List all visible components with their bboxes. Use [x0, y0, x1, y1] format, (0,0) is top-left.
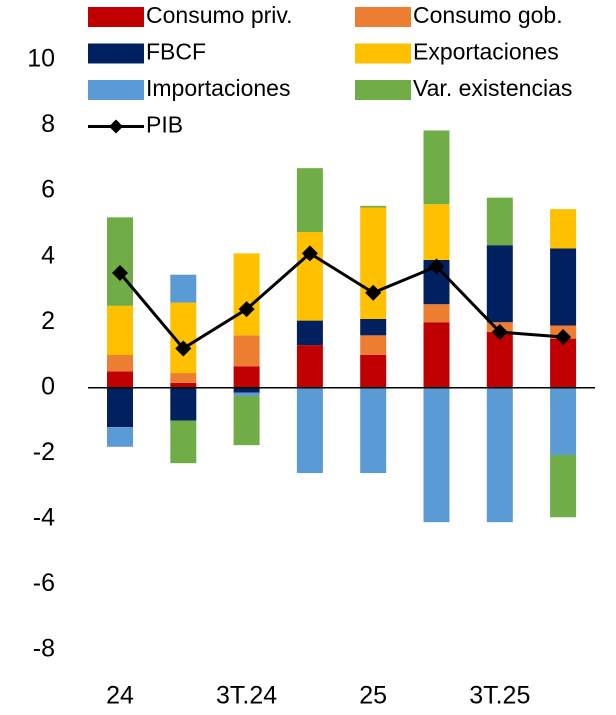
y-tick-label: -4 [33, 503, 55, 531]
bar [550, 338, 577, 388]
line-marker [112, 265, 128, 282]
bar [233, 335, 260, 367]
legend-label: Consumo priv. [146, 2, 293, 28]
legend-swatch [88, 7, 144, 27]
bar [296, 232, 323, 321]
bar [550, 248, 577, 326]
bar [296, 345, 323, 388]
legend-marker [109, 119, 123, 134]
bar [423, 322, 450, 388]
bar [107, 305, 133, 355]
x-tick-label: 24 [106, 682, 134, 710]
bar [296, 320, 323, 346]
y-tick-label: 6 [41, 176, 55, 204]
legend-label: FBCF [146, 39, 206, 65]
y-tick-label: 2 [41, 307, 55, 335]
bar [296, 387, 323, 473]
bar [360, 207, 387, 319]
line-marker [555, 328, 572, 345]
bar [360, 205, 387, 208]
y-tick-label: 4 [41, 241, 55, 269]
bar [550, 454, 577, 518]
bar [486, 245, 513, 323]
bar [107, 217, 133, 306]
y-tick-label: 8 [41, 110, 55, 138]
bar [233, 253, 260, 336]
line-marker [238, 301, 255, 318]
legend-label: PIB [146, 112, 183, 138]
bar [423, 130, 450, 205]
bar [233, 366, 260, 388]
bar [170, 387, 197, 421]
legend-label: Var. existencias [413, 75, 572, 101]
y-tick-label: 10 [27, 45, 55, 73]
bar [550, 209, 577, 249]
legend-label: Consumo gob. [413, 2, 563, 28]
bar [423, 204, 450, 260]
bar [107, 371, 133, 388]
bar [360, 318, 387, 336]
bar [360, 335, 387, 355]
legend-swatch [355, 43, 411, 64]
bar [170, 382, 197, 388]
bar [423, 387, 450, 523]
line-marker [491, 324, 508, 341]
bar [423, 304, 450, 323]
line-marker [365, 284, 382, 301]
y-tick-label: -6 [33, 569, 55, 597]
legend-swatch [355, 7, 411, 27]
bar [233, 395, 260, 446]
line-marker [428, 258, 445, 275]
y-tick-label: 0 [41, 372, 55, 400]
bar [107, 355, 133, 372]
x-tick-label: 25 [359, 682, 387, 710]
line-marker [301, 245, 318, 262]
y-tick-label: -2 [33, 438, 55, 466]
x-tick-label: 3T.25 [469, 682, 530, 710]
bar [360, 355, 387, 388]
legend-swatch [88, 43, 144, 64]
bar [360, 387, 387, 473]
bar [233, 387, 260, 393]
bar [486, 197, 513, 246]
legend-swatch [355, 80, 411, 100]
y-tick-label: -8 [33, 635, 55, 663]
bar [550, 387, 577, 455]
legend-swatch [88, 80, 144, 100]
bar [107, 387, 133, 428]
bar [170, 373, 197, 383]
bar [486, 387, 513, 523]
bar [107, 427, 133, 447]
legend-label: Importaciones [146, 75, 290, 101]
x-tick-label: 3T.24 [216, 682, 277, 710]
bar [233, 392, 260, 396]
bar [170, 420, 197, 464]
bar [486, 332, 513, 388]
bar [170, 274, 197, 303]
bar [296, 168, 323, 233]
legend-label: Exportaciones [413, 39, 559, 65]
line-marker [175, 340, 192, 357]
line [118, 251, 564, 351]
